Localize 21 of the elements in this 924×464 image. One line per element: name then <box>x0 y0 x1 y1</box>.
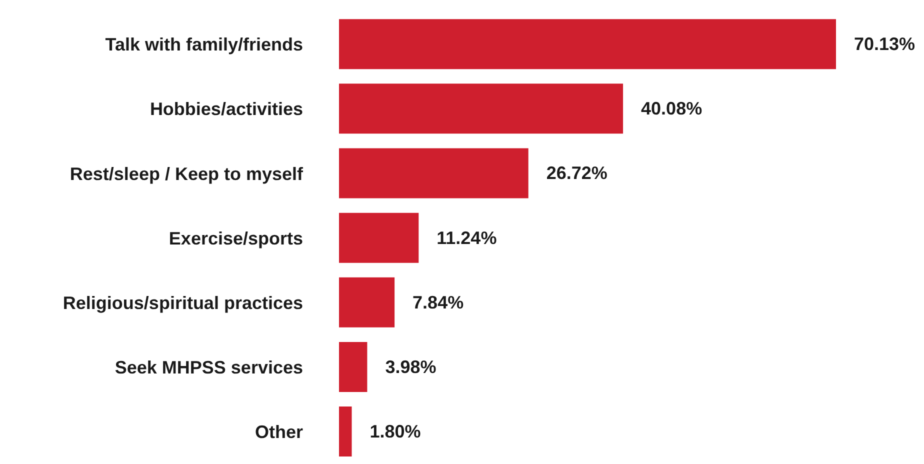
bar <box>339 84 624 134</box>
data-label: 40.08% <box>641 98 702 119</box>
y-tick-label: Exercise/sports <box>168 228 303 248</box>
y-tick-label: Talk with family/friends <box>105 34 303 55</box>
data-label: 11.24% <box>436 228 497 248</box>
bar <box>339 148 528 198</box>
y-tick-label: Religious/spiritual practices <box>62 292 303 313</box>
bar <box>339 342 368 392</box>
y-tick-label: Other <box>254 422 303 442</box>
bar <box>339 212 419 263</box>
data-label: 3.98% <box>385 356 436 377</box>
data-label: 26.72% <box>546 163 608 184</box>
data-label: 70.13% <box>854 34 916 54</box>
bar <box>339 277 395 328</box>
y-tick-label: Seek MHPSS services <box>114 358 303 378</box>
data-label: 7.84% <box>412 292 464 312</box>
bar <box>339 406 352 457</box>
y-tick-label: Hobbies/activities <box>150 99 303 120</box>
y-tick-label: Rest/sleep / Keep to myself <box>70 164 304 184</box>
data-label: 1.80% <box>370 422 421 442</box>
bar <box>339 19 836 70</box>
